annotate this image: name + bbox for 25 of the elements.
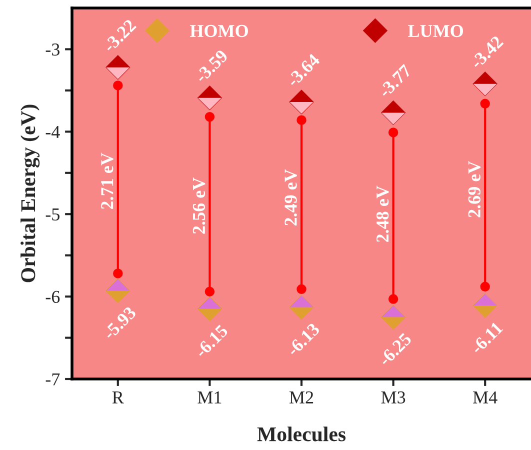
annotation: 2.48 eV <box>376 186 389 242</box>
data-label: -3.22 <box>102 18 137 53</box>
x-tick-label: M3 <box>381 391 406 404</box>
legend-label: LUMO <box>408 24 464 38</box>
annotation: 2.49 eV <box>284 169 297 226</box>
y-tick-label: -4 <box>46 126 60 138</box>
annotation: 2.71 eV <box>101 152 114 209</box>
data-label: -5.93 <box>102 306 137 340</box>
legend-label: HOMO <box>190 24 248 38</box>
annotation: 2.69 eV <box>468 161 481 218</box>
y-tick-label: -5 <box>46 208 60 221</box>
x-tick-label: M2 <box>289 391 314 404</box>
annotation: 2.56 eV <box>192 177 206 234</box>
x-tick-label: M4 <box>473 391 498 404</box>
y-tick-label: -7 <box>46 373 60 386</box>
data-label: -3.42 <box>470 35 504 70</box>
data-label: -3.59 <box>194 49 229 84</box>
y-tick-label: -6 <box>46 290 60 303</box>
data-label: -6.13 <box>286 322 320 357</box>
x-axis-title: Molecules <box>257 426 346 442</box>
data-label: -6.11 <box>470 321 504 355</box>
y-tick-label: -3 <box>46 44 60 56</box>
y-axis-title: Orbital Energy (eV) <box>20 104 40 282</box>
x-tick-label: M1 <box>198 391 222 404</box>
x-tick-label: R <box>112 392 124 404</box>
